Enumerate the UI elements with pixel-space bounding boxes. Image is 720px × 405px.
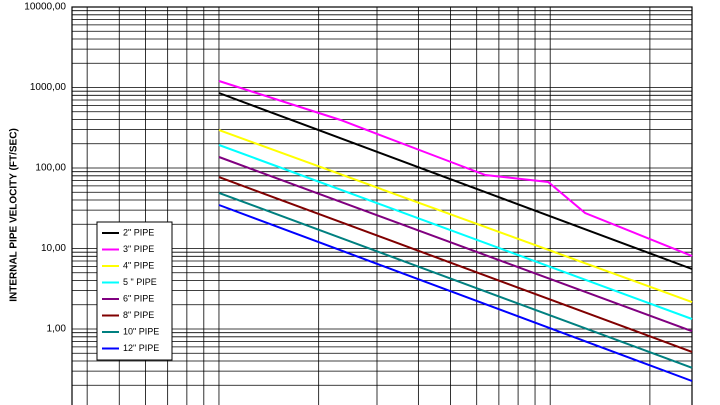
legend-label: 2" PIPE — [123, 227, 154, 237]
series-line — [218, 144, 693, 320]
y-axis-label: INTERNAL PIPE VELOCITY (FT/SEC) — [9, 128, 20, 302]
series-line — [218, 176, 693, 353]
legend-label: 8" PIPE — [123, 310, 154, 320]
legend-label: 10" PIPE — [123, 326, 159, 336]
legend-label: 6" PIPE — [123, 293, 154, 303]
legend-label: 4" PIPE — [123, 260, 154, 270]
legend-label: 5 " PIPE — [123, 277, 157, 287]
y-tick-label: 10,00 — [41, 243, 66, 254]
series-line — [218, 204, 693, 382]
series-line — [218, 92, 693, 270]
legend-label: 12" PIPE — [123, 343, 159, 353]
plot-frame — [71, 6, 693, 405]
legend: 2" PIPE 3" PIPE 4" PIPE 5 " PIPE 6" PIPE 8" P… — [96, 221, 173, 361]
legend-label: 3" PIPE — [123, 244, 154, 254]
y-tick-label: 10000,00 — [24, 2, 66, 13]
y-tick-label: 100,00 — [35, 163, 66, 174]
series-line — [218, 191, 693, 369]
series-line — [218, 129, 693, 304]
series-line — [218, 80, 693, 257]
y-tick-label: 1,00 — [47, 324, 67, 335]
y-tick-label: 1000,00 — [30, 82, 67, 93]
series-line — [218, 156, 693, 333]
legend-box — [96, 221, 173, 361]
